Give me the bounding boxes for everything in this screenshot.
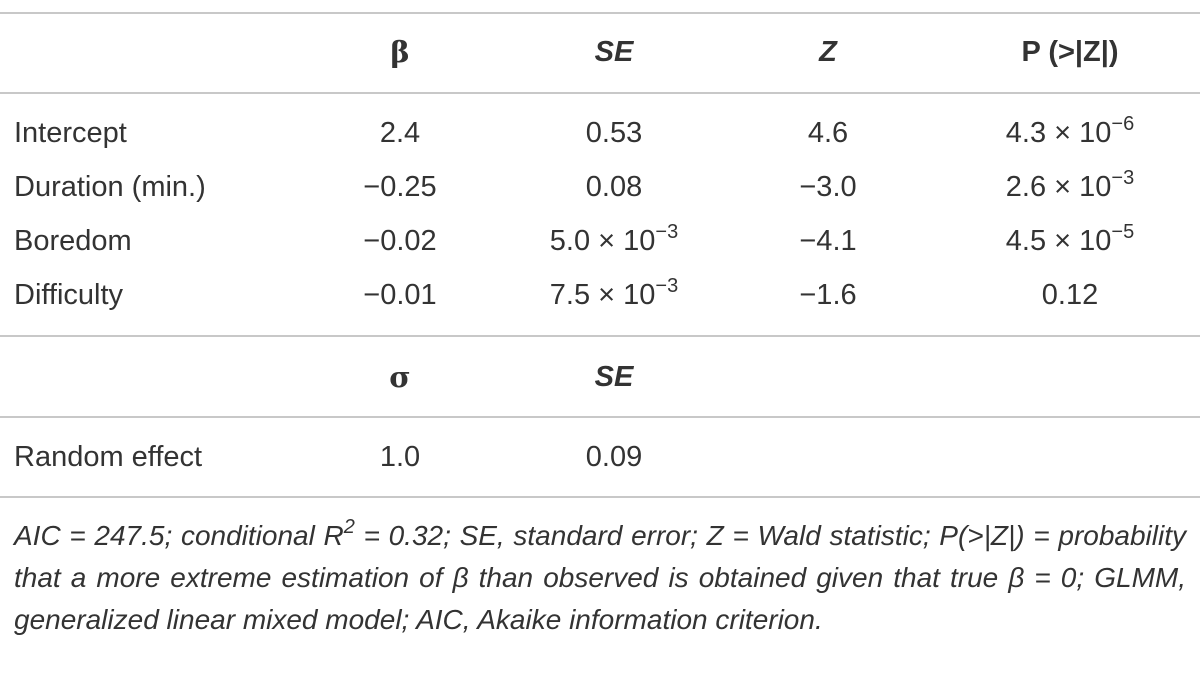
row-label: Intercept (14, 117, 127, 149)
cell-base: 2.6 × 10 (1005, 171, 1112, 203)
table-cell: 7.5 × 10−3 (550, 275, 678, 315)
table-cell: −4.1 (799, 225, 857, 257)
table-cell: 0.53 (585, 117, 643, 149)
cell-exponent: −3 (655, 221, 679, 243)
table-cell: −3.0 (799, 171, 857, 203)
column-header: Z (819, 36, 837, 68)
rule (0, 12, 1200, 14)
column-header: SE (594, 361, 634, 393)
rule (0, 496, 1200, 498)
cell-exponent: −3 (655, 275, 679, 297)
column-header: σ (389, 360, 411, 394)
table-cell: 4.5 × 10−5 (1006, 221, 1134, 261)
cell-exponent: −5 (1111, 221, 1135, 243)
footnote-text: AIC = 247.5; conditional R (14, 520, 344, 551)
row-label: Duration (min.) (14, 171, 206, 203)
cell-base: 4.5 × 10 (1005, 225, 1112, 257)
table-cell: −0.01 (363, 279, 437, 311)
column-header: P (>|Z|) (1021, 36, 1119, 68)
table-cell: 0.09 (585, 441, 643, 473)
column-header: SE (594, 36, 634, 68)
cell-base: 5.0 × 10 (549, 225, 656, 257)
table-cell: 5.0 × 10−3 (550, 221, 678, 261)
row-label: Difficulty (14, 279, 124, 311)
footnote-text: = 0.32; SE, standard error; Z = Wald sta… (14, 520, 1186, 635)
footnote: AIC = 247.5; conditional R2 = 0.32; SE, … (14, 515, 1186, 641)
table-cell: 4.3 × 10−6 (1006, 113, 1134, 153)
cell-exponent: −3 (1111, 167, 1135, 189)
cell-base: 4.3 × 10 (1005, 117, 1112, 149)
cell-exponent: −6 (1111, 113, 1135, 135)
row-label: Boredom (14, 225, 132, 257)
table-cell: 4.6 (807, 117, 849, 149)
cell-base: 7.5 × 10 (549, 279, 656, 311)
footnote-superscript: 2 (343, 516, 355, 538)
rule (0, 92, 1200, 94)
rule (0, 416, 1200, 418)
column-header: β (390, 35, 410, 69)
table-cell: −0.02 (363, 225, 437, 257)
table-cell: −0.25 (363, 171, 437, 203)
table-cell: 0.12 (1041, 279, 1099, 311)
table-cell: 0.08 (585, 171, 643, 203)
table-cell: 2.6 × 10−3 (1006, 167, 1134, 207)
table-cell: 1.0 (379, 441, 421, 473)
row-label: Random effect (14, 441, 203, 473)
table-cell: 2.4 (379, 117, 421, 149)
rule (0, 335, 1200, 337)
table-cell: −1.6 (799, 279, 857, 311)
